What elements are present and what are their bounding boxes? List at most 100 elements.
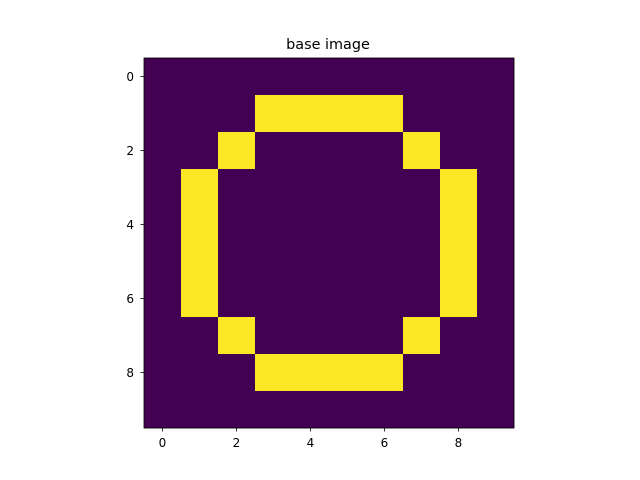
heatmap-cell-r0-c9 [477,58,515,96]
heatmap-cell-r3-c2 [218,169,256,207]
heatmap-cell-r6-c4 [292,280,330,318]
heatmap-cell-r0-c4 [292,58,330,96]
heatmap-cell-r3-c4 [292,169,330,207]
heatmap-cell-r2-c9 [477,132,515,170]
heatmap-cell-r8-c2 [218,354,256,392]
heatmap-cell-r2-c1 [181,132,219,170]
heatmap-cell-r0-c3 [255,58,293,96]
heatmap-cell-r7-c1 [181,317,219,355]
heatmap-cell-r8-c3 [255,354,293,392]
heatmap-cell-r7-c8 [440,317,478,355]
heatmap-cell-r9-c9 [477,391,515,429]
heatmap-cell-r0-c7 [403,58,441,96]
x-axis: 0 2 4 6 8 [159,428,463,450]
heatmap-cell-r2-c6 [366,132,404,170]
heatmap-cell-r8-c0 [144,354,182,392]
heatmap-cell-r2-c0 [144,132,182,170]
heatmap-cell-r5-c4 [292,243,330,281]
y-tick-label-6: 6 [126,292,134,306]
heatmap-cell-r1-c3 [255,95,293,133]
heatmap-cell-r8-c8 [440,354,478,392]
heatmap-cell-r7-c6 [366,317,404,355]
heatmap-cell-r5-c2 [218,243,256,281]
heatmap-cell-r3-c9 [477,169,515,207]
heatmap-cells [144,58,515,429]
heatmap-cell-r9-c8 [440,391,478,429]
heatmap-cell-r1-c9 [477,95,515,133]
heatmap-cell-r4-c1 [181,206,219,244]
heatmap-cell-r8-c1 [181,354,219,392]
heatmap-cell-r6-c6 [366,280,404,318]
heatmap-cell-r6-c9 [477,280,515,318]
heatmap-cell-r2-c4 [292,132,330,170]
heatmap-cell-r5-c6 [366,243,404,281]
heatmap-cell-r1-c0 [144,95,182,133]
y-tick-label-8: 8 [126,366,134,380]
heatmap-cell-r2-c3 [255,132,293,170]
x-tick-label-4: 4 [307,436,315,450]
heatmap-cell-r9-c0 [144,391,182,429]
heatmap-cell-r3-c8 [440,169,478,207]
heatmap-cell-r0-c6 [366,58,404,96]
chart-title: base image [286,37,370,53]
heatmap-cell-r8-c6 [366,354,404,392]
heatmap-cell-r4-c2 [218,206,256,244]
heatmap-cell-r1-c8 [440,95,478,133]
heatmap-cell-r7-c7 [403,317,441,355]
heatmap-cell-r3-c1 [181,169,219,207]
heatmap-cell-r9-c3 [255,391,293,429]
heatmap-cell-r6-c7 [403,280,441,318]
heatmap-cell-r8-c9 [477,354,515,392]
heatmap-cell-r4-c0 [144,206,182,244]
heatmap-cell-r9-c6 [366,391,404,429]
y-axis: 0 2 4 6 8 [126,70,144,380]
heatmap-cell-r7-c2 [218,317,256,355]
heatmap-cell-r5-c8 [440,243,478,281]
heatmap-cell-r4-c5 [329,206,367,244]
heatmap-cell-r1-c1 [181,95,219,133]
heatmap-cell-r2-c2 [218,132,256,170]
heatmap-cell-r7-c4 [292,317,330,355]
heatmap-cell-r3-c6 [366,169,404,207]
heatmap-cell-r7-c0 [144,317,182,355]
heatmap-cell-r7-c3 [255,317,293,355]
heatmap-cell-r4-c6 [366,206,404,244]
heatmap-cell-r4-c4 [292,206,330,244]
heatmap-cell-r9-c5 [329,391,367,429]
y-tick-label-4: 4 [126,218,134,232]
x-tick-label-8: 8 [455,436,463,450]
heatmap-cell-r6-c2 [218,280,256,318]
heatmap-cell-r8-c7 [403,354,441,392]
heatmap-cell-r5-c3 [255,243,293,281]
y-tick-label-0: 0 [126,70,134,84]
heatmap-cell-r1-c5 [329,95,367,133]
heatmap-cell-r1-c4 [292,95,330,133]
heatmap-cell-r1-c2 [218,95,256,133]
heatmap-cell-r4-c3 [255,206,293,244]
heatmap-cell-r5-c0 [144,243,182,281]
heatmap-cell-r5-c9 [477,243,515,281]
heatmap-cell-r6-c8 [440,280,478,318]
heatmap-cell-r3-c7 [403,169,441,207]
heatmap-cell-r6-c1 [181,280,219,318]
heatmap-cell-r5-c5 [329,243,367,281]
heatmap-cell-r0-c5 [329,58,367,96]
heatmap-cell-r9-c4 [292,391,330,429]
heatmap-cell-r6-c5 [329,280,367,318]
heatmap-cell-r3-c3 [255,169,293,207]
heatmap-cell-r7-c5 [329,317,367,355]
heatmap-cell-r5-c1 [181,243,219,281]
y-tick-label-2: 2 [126,144,134,158]
heatmap-cell-r9-c7 [403,391,441,429]
heatmap-cell-r8-c4 [292,354,330,392]
heatmap-cell-r3-c5 [329,169,367,207]
heatmap-cell-r7-c9 [477,317,515,355]
heatmap-cell-r4-c9 [477,206,515,244]
x-tick-label-2: 2 [233,436,241,450]
plot-frame [143,57,515,429]
heatmap-cell-r6-c3 [255,280,293,318]
heatmap-cell-r6-c0 [144,280,182,318]
heatmap-cell-r1-c7 [403,95,441,133]
heatmap-cell-r0-c8 [440,58,478,96]
